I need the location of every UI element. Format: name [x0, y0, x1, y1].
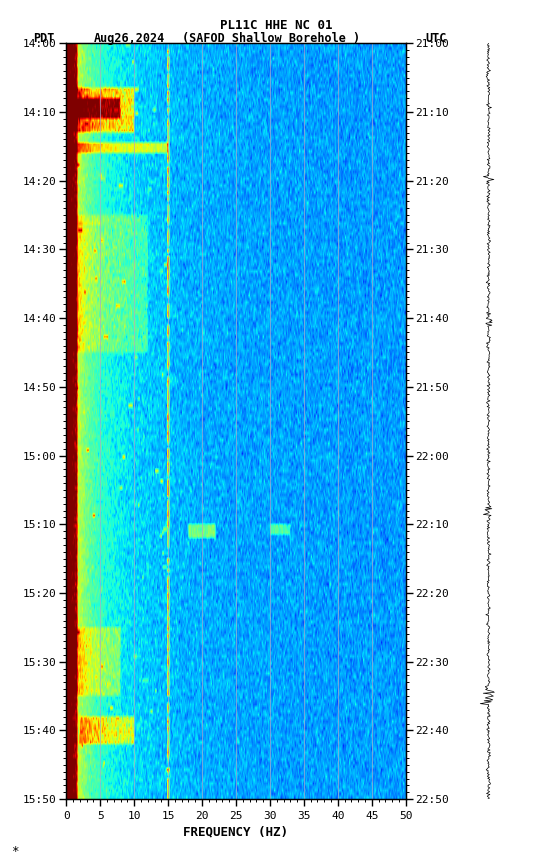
- X-axis label: FREQUENCY (HZ): FREQUENCY (HZ): [183, 825, 289, 838]
- Text: (SAFOD Shallow Borehole ): (SAFOD Shallow Borehole ): [182, 32, 360, 45]
- Text: *: *: [11, 845, 19, 858]
- Text: PL11C HHE NC 01: PL11C HHE NC 01: [220, 19, 332, 32]
- Text: PDT: PDT: [33, 32, 55, 45]
- Text: UTC: UTC: [425, 32, 447, 45]
- Text: Aug26,2024: Aug26,2024: [94, 32, 165, 45]
